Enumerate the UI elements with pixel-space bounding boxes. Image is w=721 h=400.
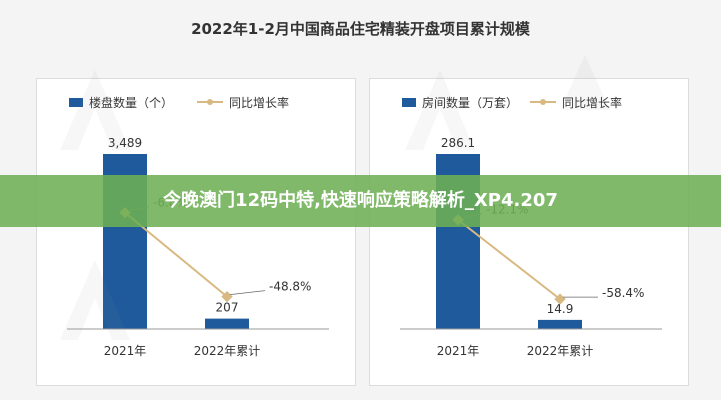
legend-marker-line	[207, 99, 213, 105]
x-tick-label: 2021年	[104, 344, 147, 358]
growth-label-leader	[229, 290, 266, 295]
growth-value-label: -58.4%	[602, 286, 644, 300]
x-tick-label: 2022年累计	[527, 344, 594, 358]
legend-marker-line	[540, 99, 546, 105]
x-tick-label: 2022年累计	[194, 344, 261, 358]
x-tick-label: 2021年	[437, 344, 480, 358]
growth-marker	[221, 290, 233, 303]
legend-swatch-bar	[69, 98, 83, 107]
bar-value-label: 286.1	[441, 136, 475, 150]
legend-label-bar: 楼盘数量（个）	[89, 95, 173, 110]
chart-panel-buildings: 楼盘数量（个）同比增长率3,4892072021年2022年累计-6.8%-48…	[36, 78, 356, 386]
legend-label-line: 同比增长率	[562, 95, 622, 110]
chart-panel-rooms: 房间数量（万套）同比增长率286.114.92021年2022年累计-12.1%…	[369, 78, 689, 386]
bar	[205, 318, 249, 329]
growth-line	[457, 218, 561, 300]
chart-buildings: 楼盘数量（个）同比增长率3,4892072021年2022年累计-6.8%-48…	[67, 95, 329, 358]
bar-value-label: 14.9	[547, 302, 574, 316]
legend-swatch-bar	[402, 98, 416, 107]
banner-text: 今晚澳门12码中特,快速响应策略解析_XP4.207	[163, 190, 558, 211]
bar	[538, 319, 582, 329]
legend-label-bar: 房间数量（万套）	[422, 95, 518, 110]
legend-label-line: 同比增长率	[229, 95, 289, 110]
growth-marker	[554, 293, 566, 305]
page-title: 2022年1-2月中国商品住宅精装开盘项目累计规模	[191, 20, 530, 38]
chart-rooms: 房间数量（万套）同比增长率286.114.92021年2022年累计-12.1%…	[400, 95, 662, 358]
banner-overlay: 今晚澳门12码中特,快速响应策略解析_XP4.207	[0, 175, 721, 227]
bar-value-label: 207	[216, 301, 239, 315]
growth-value-label: -48.8%	[269, 280, 311, 294]
bar-value-label: 3,489	[108, 136, 142, 150]
